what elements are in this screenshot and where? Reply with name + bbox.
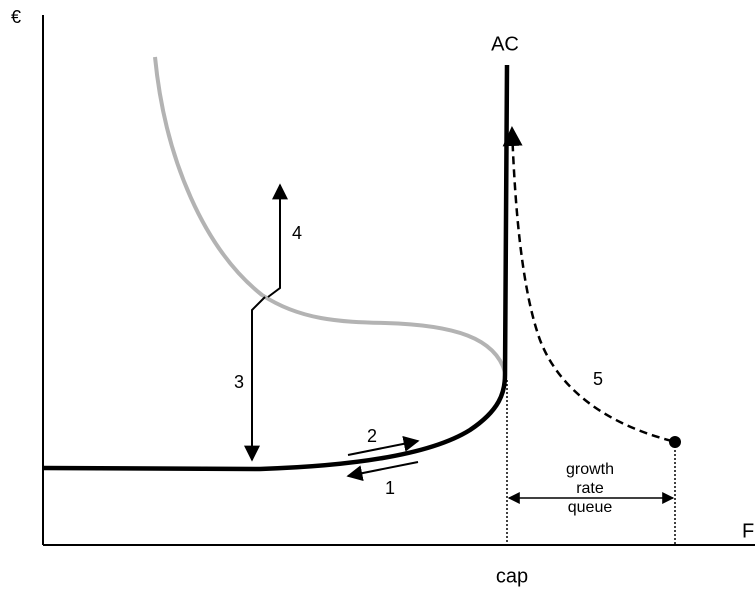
grey-curve (153, 56, 507, 373)
ac-label: AC (491, 33, 519, 55)
step-label: 5 (593, 369, 603, 389)
arrow-4 (267, 183, 288, 298)
dashed-curve (502, 126, 673, 443)
arrow-2 (347, 435, 420, 456)
step-label: 4 (292, 223, 302, 243)
step-label: 2 (367, 426, 377, 446)
x-axis-label: F (742, 520, 754, 542)
queue-text: queue (568, 499, 613, 516)
ac-curve (42, 64, 510, 472)
arrow-3 (244, 296, 266, 462)
queue-text: rate (576, 480, 604, 497)
step-label: 1 (385, 478, 395, 498)
y-axis-label: € (11, 7, 21, 27)
cap-label: cap (496, 565, 528, 587)
arrow-1 (346, 461, 419, 482)
queue-text: growth (566, 461, 614, 478)
step-label: 3 (234, 372, 244, 392)
